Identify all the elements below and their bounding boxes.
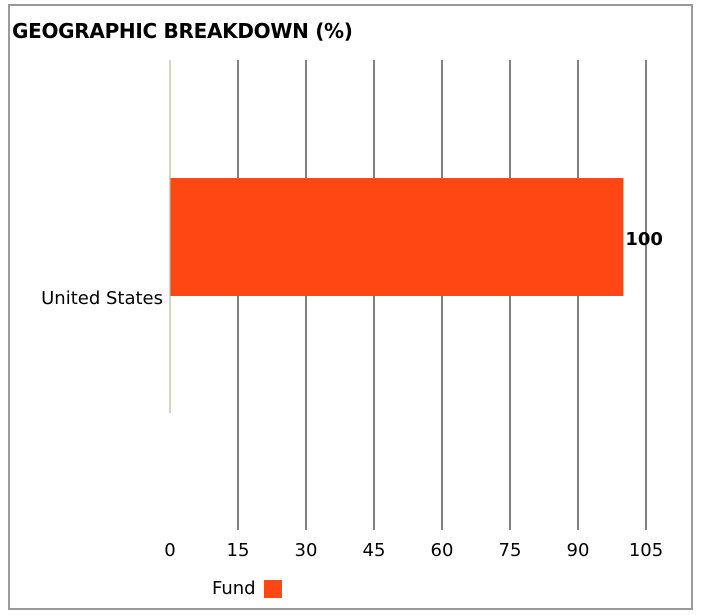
x-tick-label-60: 60 [431,540,454,561]
x-tick-label-90: 90 [567,540,590,561]
x-tick-label-15: 15 [227,540,250,561]
legend-label-fund: Fund [212,578,256,599]
x-tick-label-105: 105 [629,540,663,561]
chart-title: GEOGRAPHIC BREAKDOWN (%) [12,19,353,43]
chart-frame [8,4,693,610]
legend-swatch-fund [263,579,282,598]
x-tick-label-0: 0 [164,540,175,561]
category-labels: United States [41,288,163,309]
legend: Fund [212,578,282,599]
bar-united-states [170,178,624,296]
category-label-united-states: United States [41,288,163,309]
value-labels: 100 [625,229,663,250]
x-tick-label-75: 75 [499,540,522,561]
value-label-united-states: 100 [625,229,663,250]
x-tick-label-30: 30 [295,540,318,561]
x-tick-label-45: 45 [363,540,386,561]
bars [170,178,624,296]
x-tick-labels: 0 15 30 45 60 75 90 105 [164,540,663,561]
